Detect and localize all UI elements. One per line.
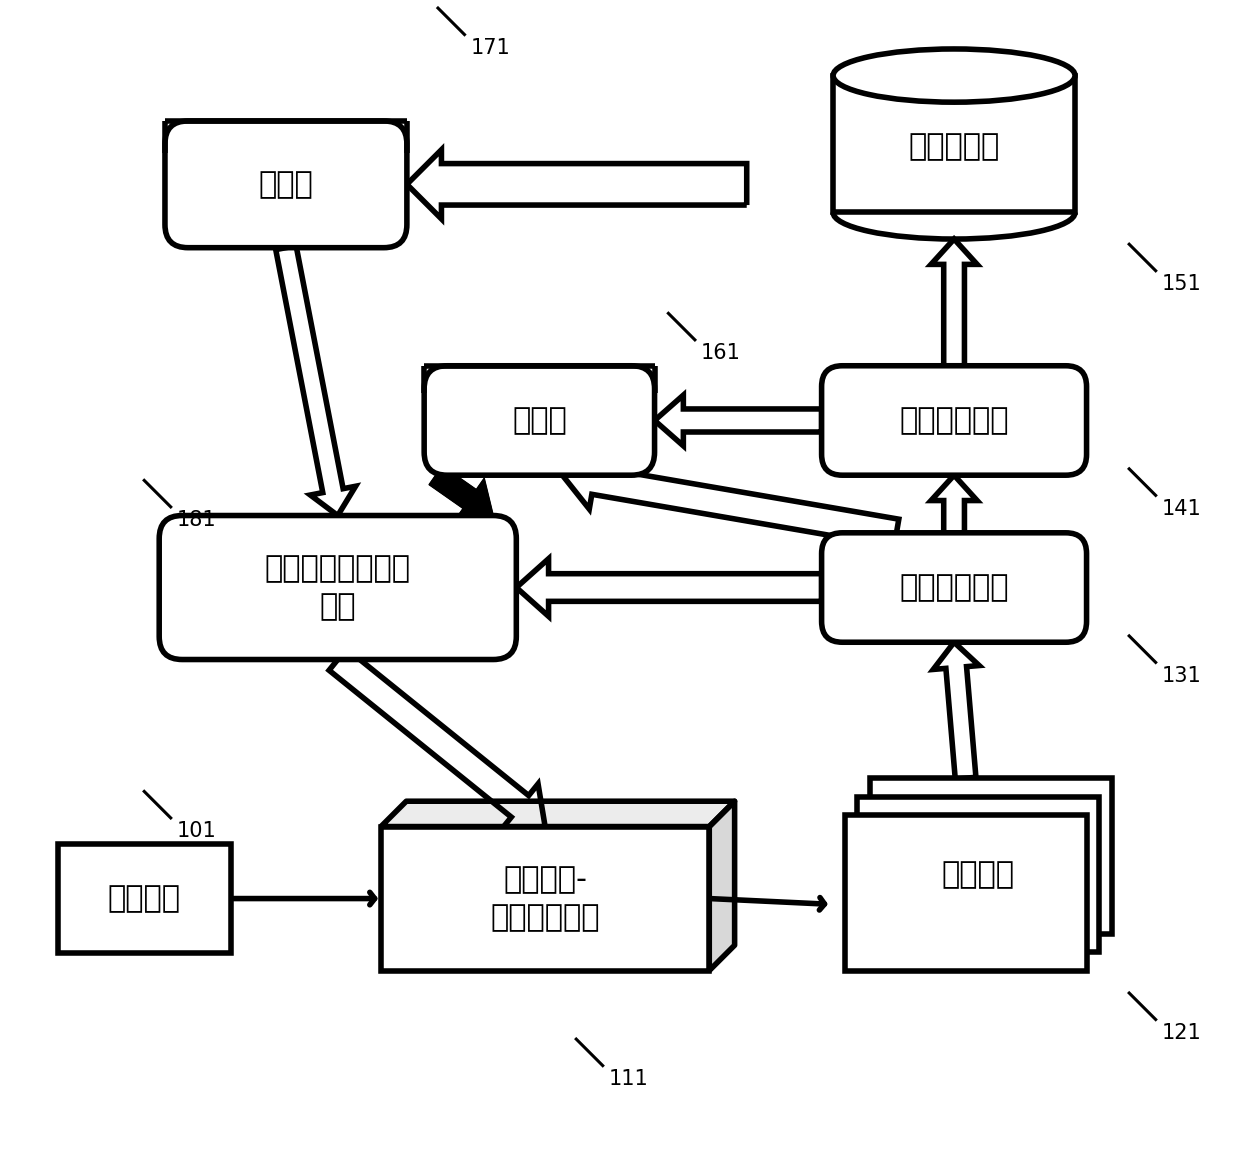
Text: 肽段数据库: 肽段数据库 [909, 132, 999, 161]
Polygon shape [931, 475, 977, 533]
Polygon shape [931, 240, 977, 366]
Text: 151: 151 [1162, 274, 1202, 294]
Text: 液相色谱-
串级质谱仪器: 液相色谱- 串级质谱仪器 [490, 865, 600, 932]
Text: 171: 171 [470, 38, 510, 58]
Ellipse shape [833, 50, 1075, 103]
Polygon shape [407, 150, 746, 219]
Polygon shape [934, 643, 980, 779]
Polygon shape [275, 245, 356, 516]
Text: 181: 181 [176, 510, 216, 530]
Polygon shape [516, 559, 822, 616]
Bar [857, 797, 1099, 952]
Text: 探测集: 探测集 [512, 406, 567, 435]
FancyBboxPatch shape [424, 366, 655, 475]
Text: 数据文件: 数据文件 [941, 859, 1014, 889]
Polygon shape [709, 802, 734, 970]
Polygon shape [655, 395, 822, 446]
Text: 121: 121 [1162, 1023, 1202, 1043]
Text: 111: 111 [609, 1069, 649, 1089]
Polygon shape [329, 649, 546, 828]
Bar [381, 827, 709, 970]
Text: 161: 161 [701, 343, 740, 363]
Bar [870, 779, 1112, 933]
Polygon shape [381, 802, 734, 827]
FancyBboxPatch shape [822, 366, 1086, 475]
Text: 谱库检索程序: 谱库检索程序 [899, 406, 1009, 435]
Bar [58, 843, 231, 954]
Bar [833, 76, 1075, 212]
FancyBboxPatch shape [165, 121, 407, 248]
Text: 131: 131 [1162, 666, 1202, 685]
Text: 鉴定集: 鉴定集 [259, 169, 314, 199]
Text: 智能调配数据采集
系统: 智能调配数据采集 系统 [265, 554, 410, 621]
Text: 101: 101 [176, 821, 216, 841]
FancyBboxPatch shape [159, 516, 516, 659]
Bar [844, 816, 1086, 970]
Text: 141: 141 [1162, 499, 1202, 518]
Text: 数据处理程序: 数据处理程序 [899, 573, 1009, 602]
Polygon shape [429, 465, 494, 520]
Text: 多肽样品: 多肽样品 [108, 884, 181, 914]
Polygon shape [563, 453, 899, 546]
FancyBboxPatch shape [822, 533, 1086, 643]
